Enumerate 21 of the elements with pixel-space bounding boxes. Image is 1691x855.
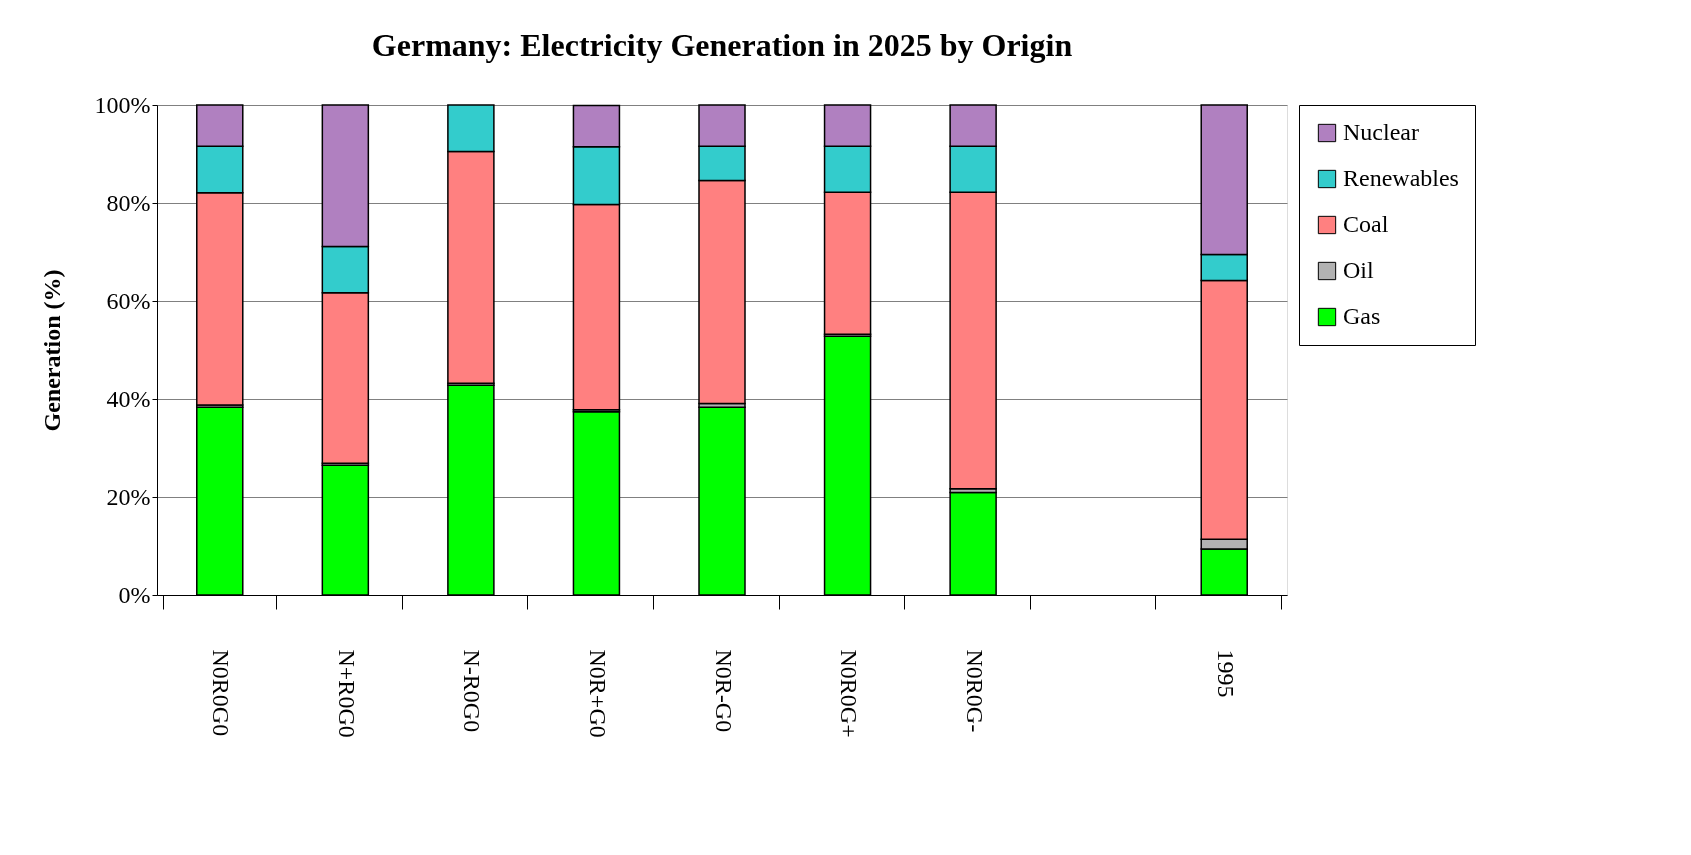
y-tick-label: 40% [106,385,151,412]
legend-label: Nuclear [1343,119,1419,145]
y-tick-label: 80% [106,189,151,216]
legend-label: Gas [1343,303,1381,329]
y-axis-title: Generation (%) [38,269,65,432]
x-tick-label: N0R-G0 [710,649,737,733]
legend-label: Coal [1343,211,1389,237]
x-tick-label: 1995 [1212,649,1239,698]
x-tick-label: N0R0G0 [208,649,235,737]
y-tick-label: 100% [94,91,151,118]
y-tick-label: 60% [106,287,151,314]
legend-label: Oil [1343,257,1374,283]
x-tick-label: N0R0G+ [836,649,863,738]
x-tick-label: N0R0G- [961,649,988,733]
x-tick-label: N+R0G0 [333,649,360,738]
y-tick-label: 20% [106,483,151,510]
x-tick-label: N-R0G0 [459,649,486,733]
y-tick-label: 0% [118,581,151,608]
x-tick-label: N0R+G0 [584,649,611,738]
chart-title: Germany: Electricity Generation in 2025 by Origin [371,27,1073,63]
legend-label: Renewables [1343,165,1459,191]
